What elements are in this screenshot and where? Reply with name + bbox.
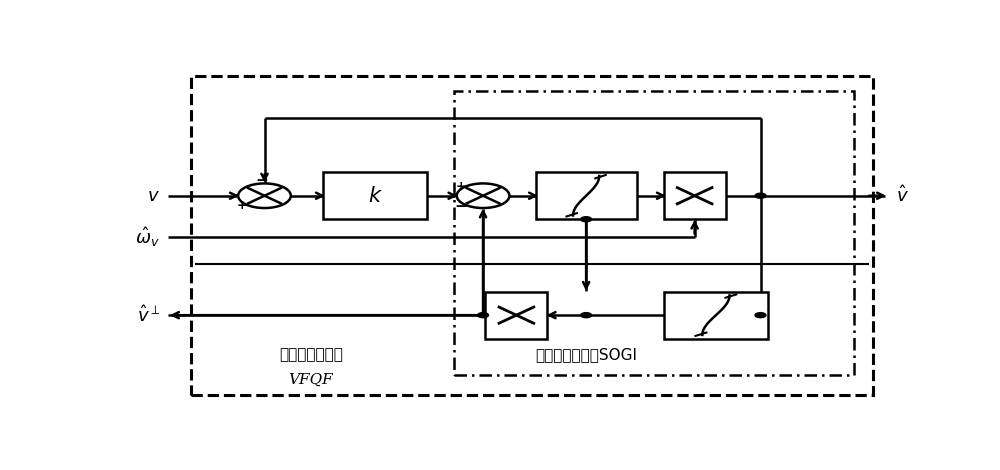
Circle shape xyxy=(581,217,592,222)
Circle shape xyxy=(478,313,488,318)
Bar xyxy=(536,172,637,219)
Bar xyxy=(664,291,768,339)
Text: $\hat{v}$: $\hat{v}$ xyxy=(896,185,909,206)
Text: 变频正交滤波器: 变频正交滤波器 xyxy=(279,347,343,362)
Bar xyxy=(485,291,547,339)
Circle shape xyxy=(581,313,592,318)
Circle shape xyxy=(755,193,766,198)
Text: $k$: $k$ xyxy=(368,186,382,206)
Text: +: + xyxy=(455,180,466,193)
Circle shape xyxy=(457,183,509,208)
Bar xyxy=(191,76,873,395)
Bar xyxy=(323,172,427,219)
Bar xyxy=(454,91,854,375)
Circle shape xyxy=(238,183,291,208)
Text: −: − xyxy=(255,173,268,188)
Bar xyxy=(664,172,726,219)
Circle shape xyxy=(755,313,766,318)
Text: 二阶广义积分器SOGI: 二阶广义积分器SOGI xyxy=(535,347,637,362)
Text: +: + xyxy=(237,199,247,212)
Text: VFQF: VFQF xyxy=(289,373,333,387)
Text: $v$: $v$ xyxy=(147,187,160,205)
Text: $\hat{\omega}_{v}$: $\hat{\omega}_{v}$ xyxy=(135,226,160,249)
Text: −: − xyxy=(454,199,467,214)
Text: $\hat{v}^{\perp}$: $\hat{v}^{\perp}$ xyxy=(137,305,160,326)
